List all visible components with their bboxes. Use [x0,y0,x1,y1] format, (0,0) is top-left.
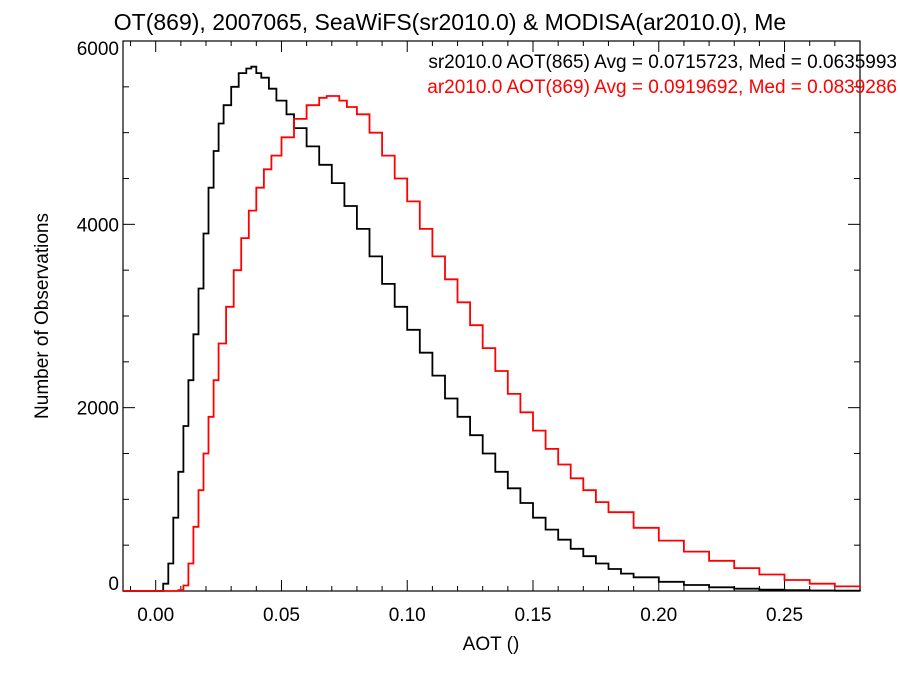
x-axis-ticks: 0.00 0.05 0.10 0.15 0.20 0.25 [130,41,836,626]
x-axis-label: AOT () [463,634,520,655]
x-tick-label: 0.10 [389,605,426,626]
y-tick-label: 4000 [77,215,119,236]
y-tick-label: 2000 [77,399,119,420]
x-tick-label: 0.15 [515,605,552,626]
legend-entry: ar2010.0 AOT(869) Avg = 0.0919692, Med =… [427,77,897,98]
plot-frame [122,40,861,592]
legend: sr2010.0 AOT(865) Avg = 0.0715723, Med =… [427,52,897,98]
y-tick-label: 6000 [77,39,119,60]
y-tick-label: 0 [108,574,119,595]
plot-border [122,40,861,592]
x-tick-label: 0.25 [766,605,803,626]
series-line-sr2010 [123,65,861,592]
series-line-ar2010 [123,95,861,592]
series-layer [123,65,861,592]
legend-entry: sr2010.0 AOT(865) Avg = 0.0715723, Med =… [428,52,897,73]
y-axis-ticks: 0 2000 4000 6000 [77,39,860,595]
x-tick-label: 0.05 [263,605,300,626]
x-tick-label: 0.20 [640,605,677,626]
x-tick-label: 0.00 [137,605,174,626]
chart-title: OT(869), 2007065, SeaWiFS(sr2010.0) & MO… [114,9,786,35]
y-axis-label: Number of Observations [32,213,53,419]
